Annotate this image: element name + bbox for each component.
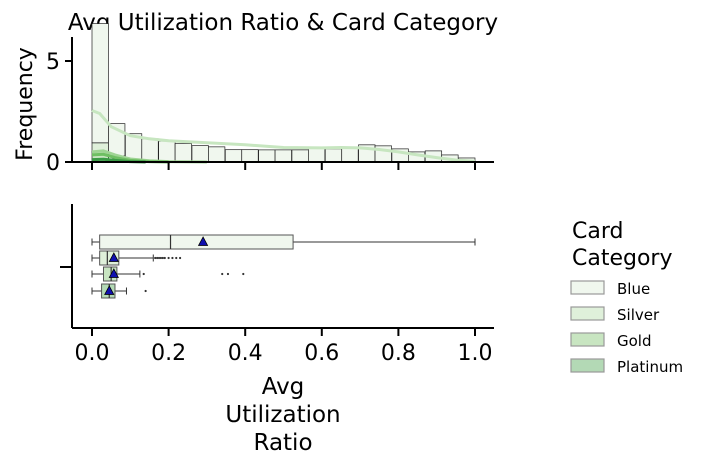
- hist-bar-blue: [308, 147, 326, 163]
- mean-marker-gold: [108, 268, 119, 278]
- legend-label-blue: Blue: [617, 280, 650, 298]
- outlier-gold: [221, 272, 224, 276]
- y-tick-label: 5: [46, 50, 60, 75]
- outlier-gold: [142, 272, 145, 276]
- hist-bar-blue: [224, 149, 243, 163]
- legend-swatch-platinum: [570, 358, 605, 373]
- legend-label-silver: Silver: [617, 306, 660, 324]
- legend-swatch-gold: [570, 332, 605, 347]
- hist-bar-blue: [158, 140, 176, 162]
- outlier-silver: [163, 256, 166, 260]
- mean-marker-blue: [197, 236, 209, 246]
- outlier-silver: [171, 256, 174, 260]
- legend-title: Card: [572, 219, 623, 244]
- hist-bar-blue: [291, 149, 309, 163]
- hist-bar-blue: [341, 147, 359, 163]
- x-tick-label: 1.0: [458, 341, 493, 366]
- outlier-silver: [178, 256, 182, 260]
- hist-bar-blue: [258, 149, 276, 163]
- histogram-panel: 05: [46, 23, 494, 176]
- outlier-silver: [154, 256, 157, 260]
- kde-line-blue: [91, 109, 476, 163]
- legend-label-gold: Gold: [617, 332, 652, 350]
- legend-title: Category: [572, 246, 673, 271]
- outlier-silver: [175, 256, 178, 260]
- x-tick-label: 0.2: [151, 341, 186, 366]
- mean-marker-silver: [108, 252, 119, 262]
- legend-label-platinum: Platinum: [617, 358, 683, 376]
- hist-bar-blue: [208, 146, 226, 163]
- hist-bar-blue: [91, 23, 109, 144]
- x-tick-label: 0.0: [75, 341, 110, 366]
- y-axis-label: Frequency: [13, 47, 38, 161]
- outlier-gold: [226, 272, 230, 276]
- hist-bar-blue: [174, 143, 192, 163]
- x-axis-label: Utilization: [225, 402, 340, 428]
- hist-bar-blue: [324, 148, 343, 163]
- chart-title: Avg Utilization Ratio & Card Category: [68, 10, 498, 36]
- x-axis-label: Ratio: [253, 430, 312, 456]
- outlier-gold: [242, 272, 245, 276]
- box-blue: [99, 234, 294, 250]
- y-tick-label: 0: [46, 151, 60, 176]
- outlier-silver: [157, 256, 161, 260]
- hist-bar-blue: [241, 149, 259, 163]
- x-axis-label: Avg: [262, 374, 305, 400]
- outlier-silver: [167, 256, 170, 260]
- mean-marker-platinum: [104, 285, 115, 295]
- outlier-silver: [156, 256, 159, 260]
- legend-swatch-blue: [570, 280, 605, 295]
- hist-bar-blue: [191, 145, 209, 163]
- outlier-silver: [159, 256, 163, 260]
- outlier-platinum: [144, 289, 147, 293]
- x-tick-label: 0.6: [304, 341, 339, 366]
- hist-bar-blue: [141, 138, 159, 162]
- x-tick-label: 0.8: [381, 341, 416, 366]
- outlier-silver: [161, 256, 164, 260]
- x-tick-label: 0.4: [228, 341, 263, 366]
- hist-bar-blue: [274, 149, 292, 163]
- legend-swatch-silver: [570, 306, 605, 321]
